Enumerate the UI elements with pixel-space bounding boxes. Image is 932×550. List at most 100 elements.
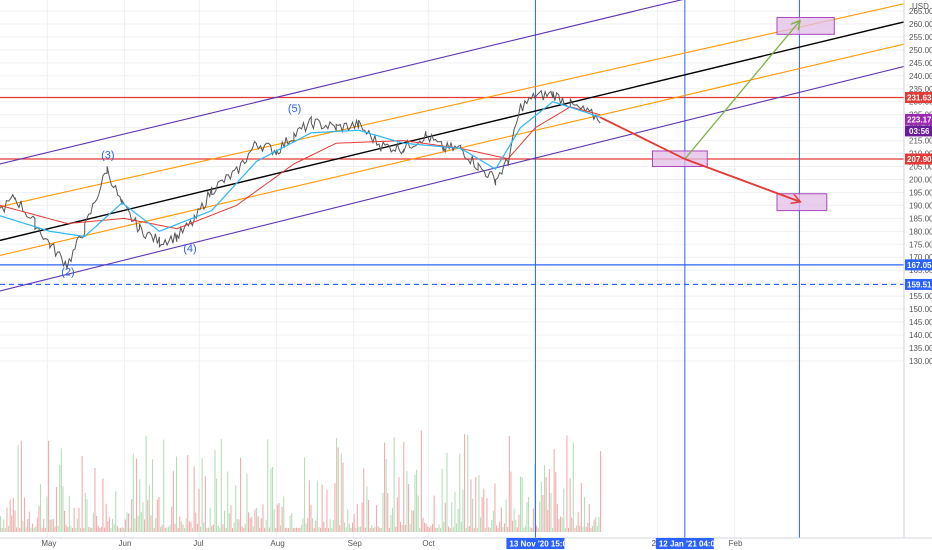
volume-bar [16,527,18,532]
volume-bar [315,520,317,532]
y-tick-label: 245.00 [909,59,932,68]
volume-bar [569,478,571,532]
volume-bar [36,517,38,532]
currency-label: USD [912,2,929,11]
y-tick-label: 200.00 [909,175,932,184]
volume-bar [70,526,72,532]
volume-bar [80,527,82,532]
channel-line-mid-black[interactable] [0,21,905,242]
volume-bar [393,437,395,532]
volume-bar [305,523,307,532]
current-price-badge [905,113,932,125]
volume-bar [302,518,304,532]
volume-bar [57,526,59,532]
bullish-projection-arrow[interactable] [684,21,800,160]
volume-bar [110,527,112,532]
volume-bar [390,515,392,532]
volume-bar [139,479,141,532]
volume-bar [558,519,560,532]
volume-bar [128,513,130,532]
volume-bar [94,468,96,532]
volume-bar [152,459,154,532]
horizontal-levels[interactable] [0,96,904,286]
bearish-projection-arrow[interactable] [684,158,800,202]
y-tick-label: 265.00 [909,7,932,16]
volume-bar [526,502,528,532]
volume-bar [547,509,549,532]
volume-bar [321,484,323,532]
volume-bar [107,521,109,532]
volume-bar [385,459,387,532]
volume-bar [446,452,448,532]
volume-bar [65,524,67,532]
volume-bar [182,524,184,532]
volume-bar [115,491,117,532]
volume-bar [387,493,389,532]
volume-bar [406,471,408,532]
volume-bar [571,517,573,532]
volume-bar [46,496,48,532]
target-box[interactable] [776,16,835,35]
volume-bar [209,507,211,532]
volume-bar [83,527,85,532]
volume-bar [131,498,133,532]
y-tick-label: 215.00 [909,137,932,146]
volume-bar [108,517,110,532]
volume-bar [78,507,80,532]
volume-bar [172,470,174,532]
volume-bar [12,497,14,532]
volume-bar [556,503,558,532]
volume-bar [230,505,232,532]
volume-bar [54,526,56,532]
volume-bar [475,476,477,532]
volume-bar [542,494,544,532]
volume-bar [352,522,354,532]
volume-bar [504,523,506,532]
volume-bar [587,522,589,532]
volume-bar [288,527,290,532]
volume-bar [22,520,24,532]
volume-bar [433,495,435,532]
channel-line-lower-purple[interactable] [0,65,905,292]
volume-bar [347,509,349,532]
volume-bars [0,430,602,532]
trend-channel[interactable] [0,0,905,292]
volume-bar [364,527,366,532]
volume-bar [265,519,267,532]
channel-line-lower-orange[interactable] [0,43,905,256]
volume-bar [377,526,379,532]
volume-bar [449,527,451,532]
volume-bar [59,464,61,532]
axis-badges: 231.63 207.90 167.05 159.51 223.17 03:56 13 No… [506,91,932,549]
volume-bar [529,527,531,532]
drop-projection-line[interactable] [599,116,686,160]
volume-bar [123,527,125,532]
volume-bar [216,478,218,532]
channel-line-upper-orange[interactable] [0,3,905,208]
volume-bar [204,476,206,532]
y-tick-label: 155.00 [909,292,932,301]
volume-bar [238,519,240,532]
volume-bar [465,527,467,532]
channel-line-upper-purple[interactable] [0,0,904,165]
volume-bar [499,521,501,532]
volume-bar [256,507,258,532]
volume-bar [147,500,149,532]
volume-bar [345,527,347,532]
wave-labels: (2)(3)(4)(5)(1) [61,103,301,278]
vertical-lines[interactable] [534,0,800,538]
volume-bar [14,510,16,532]
x-tick-label: Sep [348,539,363,548]
time-axis[interactable]: MayJunJulAugSepOct2021Feb [0,537,932,548]
volume-bar [332,520,334,532]
volume-bar [339,525,341,532]
volume-bar [438,524,440,532]
moving-averages [0,101,601,238]
volume-bar [376,505,378,532]
price-level-badge [905,259,932,271]
volume-bar [180,521,182,532]
projection-arrows[interactable] [599,21,800,202]
y-tick-label: 185.00 [909,214,932,223]
volume-bar [600,451,602,532]
